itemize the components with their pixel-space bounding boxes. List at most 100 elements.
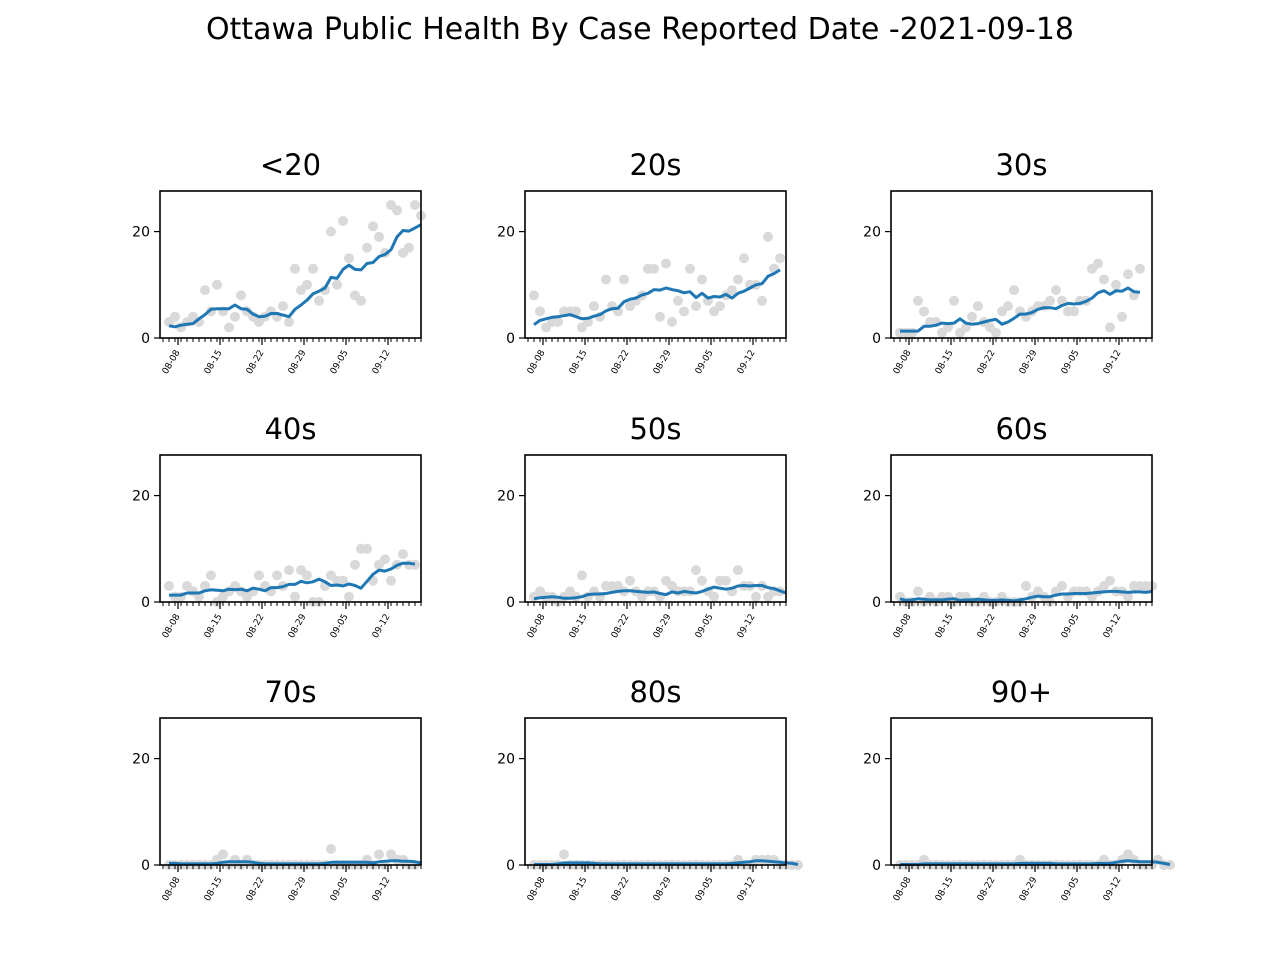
data-point (733, 274, 743, 285)
data-point (314, 295, 324, 306)
x-tick-label: 08-15 (568, 349, 590, 377)
x-tick-label: 08-08 (892, 612, 914, 640)
axes-frame (524, 190, 787, 339)
data-point (727, 285, 737, 296)
x-tick-label: 08-15 (568, 613, 590, 641)
data-point (1105, 575, 1115, 586)
x-tick-label: 08-22 (976, 876, 998, 904)
y-tick-label: 0 (506, 331, 515, 347)
data-point (392, 205, 402, 216)
data-point (1165, 860, 1175, 870)
subplot: 30s 0 20 08-08 08-15 08-22 08-29 09-05 09-12 (863, 148, 1153, 377)
x-tick-label: 09-12 (1102, 349, 1124, 377)
data-point (559, 849, 569, 860)
data-point (685, 263, 695, 274)
data-point (967, 311, 977, 322)
x-tick-label: 08-22 (610, 613, 632, 641)
subplot-title: 20s (629, 148, 681, 182)
x-tick-label: 08-08 (161, 875, 183, 903)
subplot-title: 30s (995, 148, 1047, 182)
x-tick-label: 09-12 (1102, 613, 1124, 641)
subplot: 80s 0 20 08-08 08-15 08-22 08-29 09-05 09-12 (497, 675, 803, 903)
data-point (697, 274, 707, 285)
data-point (667, 317, 677, 327)
data-point (272, 570, 282, 581)
data-point (1003, 301, 1013, 312)
subplot-title: 70s (264, 675, 316, 709)
data-point (919, 306, 929, 317)
data-point (1021, 581, 1031, 591)
data-point (224, 322, 234, 333)
data-point (751, 591, 761, 602)
data-point (709, 591, 719, 602)
y-tick-label: 20 (863, 225, 881, 241)
x-tick-label: 08-29 (652, 612, 674, 640)
axes-frame (890, 190, 1153, 339)
y-tick-label: 0 (141, 858, 150, 874)
subplot: 90+ 0 20 08-08 08-15 08-22 08-29 09-05 09-12 (863, 675, 1175, 903)
y-tick-label: 0 (141, 595, 150, 611)
data-point (290, 263, 300, 274)
data-point (649, 263, 659, 274)
x-tick-label: 08-22 (245, 349, 267, 377)
x-tick-label: 09-05 (1060, 349, 1082, 377)
data-point (625, 575, 635, 586)
data-point (302, 279, 312, 290)
data-point (655, 311, 665, 322)
data-point (973, 301, 983, 312)
data-point (691, 565, 701, 576)
data-point (601, 274, 611, 285)
data-point (1057, 581, 1067, 591)
x-tick-label: 08-22 (610, 349, 632, 377)
x-tick-label: 08-15 (934, 613, 956, 641)
data-point (344, 591, 354, 602)
subplot-title: 50s (629, 412, 681, 446)
data-point (589, 301, 599, 312)
subplot: <20 0 20 08-08 08-15 08-22 08-29 09-05 09-12 (132, 148, 426, 376)
x-tick-label: 08-22 (245, 876, 267, 904)
x-tick-label: 08-15 (934, 349, 956, 377)
data-point (368, 221, 378, 232)
data-point (404, 242, 414, 253)
x-tick-label: 09-05 (329, 613, 351, 641)
data-point (374, 231, 384, 242)
axes-frame (159, 454, 422, 603)
data-point (571, 306, 581, 317)
figure-title: Ottawa Public Health By Case Reported Da… (205, 12, 1075, 47)
data-point (218, 849, 228, 860)
x-tick-label: 08-29 (1018, 875, 1040, 903)
x-tick-label: 08-29 (652, 348, 674, 376)
subplot: 50s 0 20 08-08 08-15 08-22 08-29 09-05 09-12 (497, 412, 787, 641)
average-line (169, 859, 422, 866)
data-point (362, 242, 372, 253)
average-line (899, 589, 1153, 603)
y-tick-label: 20 (497, 225, 515, 241)
y-tick-label: 20 (132, 489, 150, 505)
data-point (733, 565, 743, 576)
data-point (326, 844, 336, 854)
data-point (236, 290, 246, 301)
x-tick-label: 09-05 (329, 349, 351, 377)
average-line (168, 223, 422, 329)
data-point (1123, 269, 1133, 280)
axes-frame (159, 190, 422, 339)
x-tick-label: 08-08 (892, 875, 914, 903)
data-point (1135, 263, 1145, 274)
subplot: 40s 0 20 08-08 08-15 08-22 08-29 09-05 09-12 (132, 412, 422, 641)
data-point (254, 570, 264, 581)
data-point (200, 581, 210, 591)
data-point (673, 295, 683, 306)
data-point (619, 274, 629, 285)
data-point (1111, 279, 1121, 290)
data-point (320, 285, 330, 296)
data-point (200, 285, 210, 296)
data-point (380, 554, 390, 565)
data-point (1069, 306, 1079, 317)
average-line (533, 268, 781, 326)
data-point (1045, 295, 1055, 306)
data-point (1117, 311, 1127, 322)
x-tick-label: 08-29 (287, 875, 309, 903)
data-point (164, 581, 174, 591)
data-point (679, 306, 689, 317)
data-point (290, 591, 300, 602)
